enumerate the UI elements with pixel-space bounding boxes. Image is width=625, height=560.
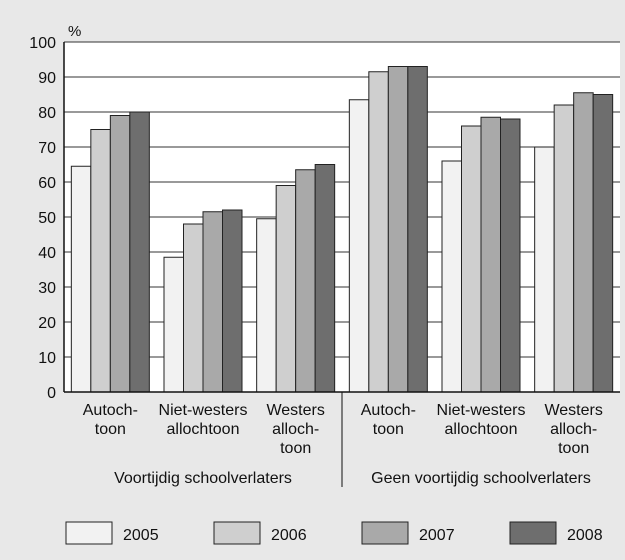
legend: 2005 2006 2007 2008 [65,521,603,545]
y-tick-label: 40 [38,245,56,262]
grid-lines [64,41,620,358]
x-category-label: toon [280,440,311,457]
bar-2006-cat-2 [183,223,204,393]
legend-swatch-2008 [509,521,557,545]
y-tick-label: 50 [38,210,56,227]
x-category-label: allochtoon [445,421,518,438]
x-category-label: Niet-westers [159,402,248,419]
y-tick-label: 90 [38,70,56,87]
legend-label-2008: 2008 [567,527,603,544]
bar-2005-cat-3 [256,218,277,393]
x-category-label: toon [373,421,404,438]
bar-2008-cat-1 [129,111,150,393]
legend-swatch-2007 [361,521,409,545]
bar-2007-cat-3 [295,169,316,393]
bar-2007-cat-1 [109,115,131,393]
y-tick-label: 10 [38,350,56,367]
bar-2006-cat-3 [275,185,297,393]
legend-swatch-2005 [65,521,113,545]
bar-2005-cat-4 [348,99,370,393]
legend-swatch-2006 [213,521,261,545]
y-tick-label: 100 [29,35,56,52]
bar-2008-cat-6 [592,94,614,393]
bar-2007-cat-6 [573,92,594,393]
bar-2007-cat-4 [387,66,409,393]
x-category-label: Westers [544,402,602,419]
x-axis-category-labels: Autoch-toon Niet-westers allochtoon Westers… [83,402,603,457]
y-axis-unit-label: % [68,23,81,40]
bar-2008-cat-5 [500,118,521,393]
x-category-label: Niet-westers [437,402,526,419]
y-axis-ticks: 0 10 20 30 40 50 60 70 80 90 100 [29,35,56,402]
x-category-label: Autoch- [361,402,416,419]
y-tick-label: 60 [38,175,56,192]
bars [70,66,614,393]
x-axis-group-labels: Voortijdig schoolverlaters Geen voortijdi… [114,470,591,487]
bar-2006-cat-1 [90,129,111,393]
axes [63,42,620,487]
y-tick-label: 20 [38,315,56,332]
bar-2005-cat-1 [70,165,92,393]
legend-label-2006: 2006 [271,527,307,544]
y-tick-label: 70 [38,140,56,157]
bar-2008-cat-2 [222,209,243,393]
legend-label-2005: 2005 [123,527,159,544]
x-group-label: Geen voortijdig schoolverlaters [371,470,591,487]
legend-label-2007: 2007 [419,527,455,544]
bar-2005-cat-6 [534,146,555,393]
x-category-label: Westers [266,402,324,419]
x-group-label: Voortijdig schoolverlaters [114,470,292,487]
x-category-label: Autoch- [83,402,138,419]
y-tick-label: 0 [47,385,56,402]
x-category-label: toon [558,440,589,457]
y-tick-label: 30 [38,280,56,297]
bar-2005-cat-2 [163,256,184,393]
bar-2005-cat-5 [441,160,462,393]
x-category-label: alloch- [550,421,597,438]
bar-2007-cat-2 [202,211,223,393]
bar-2008-cat-4 [407,66,428,393]
bar-2006-cat-5 [461,125,482,393]
x-category-label: alloch- [272,421,319,438]
bar-2007-cat-5 [480,116,501,393]
x-category-label: allochtoon [167,421,240,438]
bar-2006-cat-4 [368,71,389,393]
y-tick-label: 80 [38,105,56,122]
bar-2006-cat-6 [553,104,575,393]
x-category-label: toon [95,421,126,438]
bar-2008-cat-3 [314,164,336,393]
